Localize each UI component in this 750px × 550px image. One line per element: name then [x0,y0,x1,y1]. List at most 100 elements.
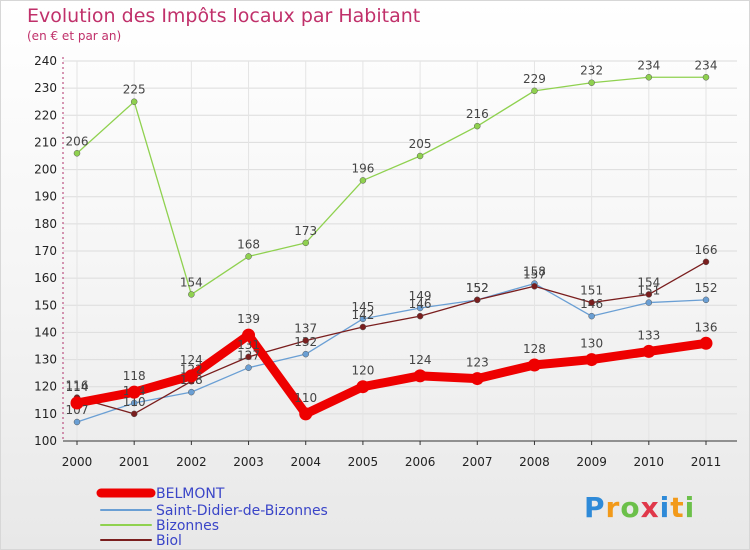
data-point [413,369,427,383]
data-point [130,98,138,105]
data-label: 130 [580,337,603,351]
data-label: 124 [180,353,203,367]
data-label: 131 [237,338,260,352]
data-point [416,312,424,320]
data-label: 154 [180,275,203,289]
x-tick-label: 2006 [405,455,436,469]
data-point [645,74,653,81]
data-label: 142 [351,308,374,322]
data-label: 196 [351,161,374,175]
data-point [127,385,141,399]
data-point [699,336,713,350]
data-point [702,296,710,304]
data-label: 234 [695,58,718,72]
data-label: 229 [523,72,546,86]
data-label: 205 [409,137,432,151]
data-point [356,380,370,394]
data-point [416,152,424,160]
data-point [474,296,481,304]
data-point [645,291,653,298]
data-label: 123 [466,356,489,370]
data-label: 173 [294,224,317,238]
x-tick-label: 2008 [519,455,550,469]
y-tick-label: 170 [34,244,57,258]
y-tick-label: 230 [34,81,57,95]
y-tick-label: 140 [34,325,57,339]
data-point [588,299,595,306]
x-tick-label: 2004 [290,455,321,469]
data-point [73,150,81,157]
x-tick-label: 2003 [233,455,264,469]
data-label: 136 [695,320,718,334]
data-point [359,323,367,331]
x-tick-label: 2009 [576,455,607,469]
data-point [531,87,538,95]
y-tick-label: 100 [34,434,57,448]
x-tick-label: 2010 [634,455,665,469]
logo-letter: i [684,491,696,524]
y-tick-label: 200 [34,163,57,177]
x-tick-label: 2005 [348,455,379,469]
data-point [130,410,138,418]
series-line-biol [76,261,707,415]
data-label: 149 [409,289,432,303]
y-tick-label: 130 [34,353,57,367]
data-point [245,353,252,361]
data-point [359,315,367,323]
data-point [470,372,484,386]
data-label: 216 [466,107,489,121]
data-point [416,304,424,312]
data-label: 152 [695,281,718,295]
data-point [70,396,84,410]
x-tick-label: 2001 [119,455,150,469]
data-point [642,344,656,358]
data-label: 116 [66,379,89,393]
data-point [188,291,195,298]
data-label: 145 [351,300,374,314]
data-label: 152 [466,281,489,295]
data-point [702,74,710,81]
y-tick-label: 190 [34,190,57,204]
data-label: 107 [66,403,89,417]
data-label: 166 [695,243,718,257]
data-label: 124 [409,353,432,367]
proxiti-logo: Proxiti [584,491,695,524]
data-point [588,79,595,86]
logo-letter: x [640,491,660,524]
data-label: 168 [237,237,260,251]
data-label: 110 [123,395,146,409]
data-label: 232 [580,64,603,78]
data-point [645,299,653,306]
y-tick-label: 150 [34,298,57,312]
data-point [188,388,195,396]
x-tick-label: 2007 [462,455,493,469]
data-point [184,369,198,383]
data-label: 225 [123,83,146,97]
logo-letter: t [670,491,685,524]
data-label: 114 [66,380,89,394]
y-tick-label: 110 [34,407,57,421]
x-tick-label: 2002 [176,455,207,469]
x-tick-label: 2011 [691,455,722,469]
data-point [302,239,309,247]
data-point [702,258,710,266]
data-label: 234 [637,58,660,72]
x-tick-label: 2000 [62,455,93,469]
data-label: 120 [351,364,374,378]
data-label: 152 [466,281,489,295]
y-tick-label: 120 [34,380,57,394]
legend-label: Biol [156,533,182,549]
data-label: 154 [637,275,660,289]
data-point [242,328,256,342]
data-point [585,353,599,367]
data-label: 151 [580,284,603,298]
y-tick-label: 210 [34,135,57,149]
data-point [302,350,309,358]
data-point [588,312,595,320]
data-label: 128 [523,342,546,356]
series-line-bizonnes [76,76,707,296]
data-label: 146 [409,297,432,311]
data-point [302,337,309,344]
series-line-saint-didier-de-bizonnes [76,282,707,423]
data-label: 139 [237,312,260,326]
